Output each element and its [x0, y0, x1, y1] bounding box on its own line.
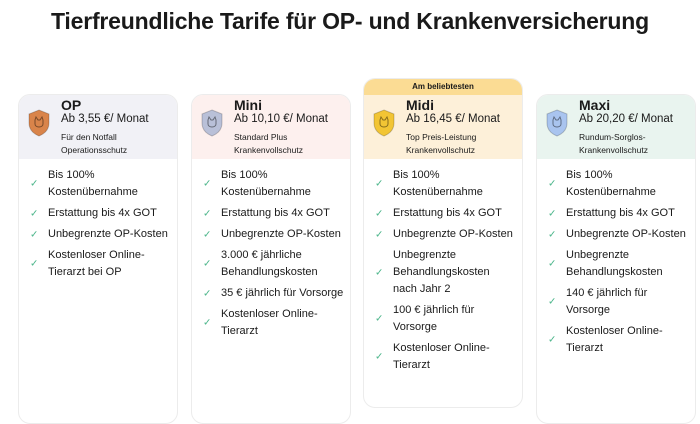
feature-item: ✓ Erstattung bis 4x GOT	[548, 205, 689, 222]
shield-cat-icon	[546, 109, 568, 137]
plan-description: Für den Notfall Operationsschutz	[61, 132, 128, 155]
feature-text: Bis 100% Kostenübernahme	[393, 169, 483, 198]
feature-text: Unbegrenzte OP-Kosten	[221, 228, 341, 240]
feature-item: ✓ Bis 100% Kostenübernahme	[548, 167, 689, 201]
check-icon: ✓	[548, 334, 557, 346]
plan-header: Maxi Ab 20,20 €/ Monat Rundum-Sorglos-Kr…	[537, 95, 695, 159]
plan-price: Ab 3,55 €/ Monat	[61, 113, 149, 125]
feature-item: ✓ Bis 100% Kostenübernahme	[203, 167, 344, 201]
plan-name: Midi	[406, 97, 434, 113]
feature-list: ✓ Bis 100% Kostenübernahme ✓ Erstattung bis…	[537, 159, 695, 357]
feature-text: 3.000 € jährliche Behandlungskosten	[221, 249, 318, 278]
check-icon: ✓	[203, 288, 212, 299]
plan-card-midi[interactable]: Am beliebtesten Midi Ab 16,45 €/ Monat T…	[363, 78, 523, 408]
feature-text: 100 € jährlich für Vorsorge	[393, 304, 475, 333]
plan-description: Standard Plus Krankenvollschutz	[234, 132, 303, 155]
feature-text: Erstattung bis 4x GOT	[48, 207, 157, 219]
check-icon: ✓	[375, 267, 384, 278]
plan-price: Ab 16,45 €/ Monat	[406, 113, 500, 125]
plan-name: Maxi	[579, 97, 611, 113]
feature-item: ✓ 35 € jährlich für Vorsorge	[203, 285, 344, 302]
shield-cat-icon	[28, 109, 50, 137]
feature-text: Unbegrenzte OP-Kosten	[48, 228, 168, 240]
shield-cat-icon	[373, 109, 395, 137]
check-icon: ✓	[375, 178, 384, 190]
check-icon: ✓	[548, 296, 557, 308]
feature-text: Bis 100% Kostenübernahme	[221, 169, 311, 198]
plan-description: Rundum-Sorglos-Krankenvollschutz	[579, 132, 648, 155]
plan-card-mini[interactable]: Mini Ab 10,10 €/ Monat Standard Plus Kra…	[191, 94, 351, 424]
feature-text: 140 € jährlich für Vorsorge	[566, 287, 648, 316]
feature-item: ✓ 140 € jährlich für Vorsorge	[548, 285, 689, 319]
check-icon: ✓	[548, 178, 557, 190]
feature-text: Erstattung bis 4x GOT	[221, 207, 330, 219]
popular-badge: Am beliebtesten	[364, 79, 522, 95]
feature-text: Kostenloser Online-Tierarzt	[221, 308, 318, 337]
check-icon: ✓	[548, 258, 557, 270]
feature-text: Kostenloser Online-Tierarzt	[566, 325, 663, 354]
feature-text: Unbegrenzte OP-Kosten	[393, 228, 513, 240]
feature-item: ✓ Kostenloser Online-Tierarzt	[203, 306, 344, 340]
check-icon: ✓	[375, 351, 384, 363]
check-icon: ✓	[203, 229, 212, 240]
feature-text: Unbegrenzte Behandlungskosten nach Jahr …	[393, 249, 490, 295]
check-icon: ✓	[375, 229, 384, 240]
feature-text: Bis 100% Kostenübernahme	[48, 169, 138, 198]
feature-item: ✓ Kostenloser Online-Tierarzt bei OP	[30, 247, 171, 281]
plan-price: Ab 20,20 €/ Monat	[579, 113, 673, 125]
plan-card-op[interactable]: OP Ab 3,55 €/ Monat Für den Notfall Oper…	[18, 94, 178, 424]
feature-item: ✓ Unbegrenzte Behandlungskosten nach Jahr…	[375, 247, 516, 298]
feature-item: ✓ Kostenloser Online-Tierarzt	[548, 323, 689, 357]
check-icon: ✓	[203, 208, 212, 219]
feature-text: Erstattung bis 4x GOT	[393, 207, 502, 219]
feature-item: ✓ Erstattung bis 4x GOT	[30, 205, 171, 222]
plan-card-maxi[interactable]: Maxi Ab 20,20 €/ Monat Rundum-Sorglos-Kr…	[536, 94, 696, 424]
check-icon: ✓	[203, 258, 212, 270]
feature-item: ✓ Unbegrenzte OP-Kosten	[375, 226, 516, 243]
check-icon: ✓	[30, 178, 39, 190]
feature-text: Erstattung bis 4x GOT	[566, 207, 675, 219]
check-icon: ✓	[30, 229, 39, 240]
feature-item: ✓ Unbegrenzte OP-Kosten	[548, 226, 689, 243]
plan-header: OP Ab 3,55 €/ Monat Für den Notfall Oper…	[19, 95, 177, 159]
feature-text: Unbegrenzte OP-Kosten	[566, 228, 686, 240]
check-icon: ✓	[203, 317, 212, 329]
feature-list: ✓ Bis 100% Kostenübernahme ✓ Erstattung bis…	[364, 159, 522, 374]
check-icon: ✓	[375, 313, 384, 325]
check-icon: ✓	[203, 178, 212, 190]
feature-text: Bis 100% Kostenübernahme	[566, 169, 656, 198]
plan-name: Mini	[234, 97, 262, 113]
check-icon: ✓	[30, 258, 39, 270]
plan-price: Ab 10,10 €/ Monat	[234, 113, 328, 125]
check-icon: ✓	[548, 208, 557, 219]
feature-item: ✓ Erstattung bis 4x GOT	[375, 205, 516, 222]
feature-item: ✓ Bis 100% Kostenübernahme	[30, 167, 171, 201]
feature-item: ✓ Unbegrenzte Behandlungskosten	[548, 247, 689, 281]
plan-header: Midi Ab 16,45 €/ Monat Top Preis-Leistun…	[364, 95, 522, 159]
feature-list: ✓ Bis 100% Kostenübernahme ✓ Erstattung bis…	[192, 159, 350, 340]
feature-item: ✓ 3.000 € jährliche Behandlungskosten	[203, 247, 344, 281]
check-icon: ✓	[548, 229, 557, 240]
feature-text: Kostenloser Online-Tierarzt	[393, 342, 490, 371]
check-icon: ✓	[375, 208, 384, 219]
feature-text: 35 € jährlich für Vorsorge	[221, 287, 344, 299]
plan-name: OP	[61, 97, 82, 113]
check-icon: ✓	[30, 208, 39, 219]
feature-item: ✓ Unbegrenzte OP-Kosten	[203, 226, 344, 243]
shield-cat-icon	[201, 109, 223, 137]
feature-item: ✓ Bis 100% Kostenübernahme	[375, 167, 516, 201]
feature-text: Unbegrenzte Behandlungskosten	[566, 249, 663, 278]
feature-item: ✓ Erstattung bis 4x GOT	[203, 205, 344, 222]
feature-text: Kostenloser Online-Tierarzt bei OP	[48, 249, 145, 278]
plan-description: Top Preis-Leistung Krankenvollschutz	[406, 132, 477, 155]
feature-item: ✓ Unbegrenzte OP-Kosten	[30, 226, 171, 243]
feature-list: ✓ Bis 100% Kostenübernahme ✓ Erstattung bis…	[19, 159, 177, 281]
page-title: Tierfreundliche Tarife für OP- und Krank…	[51, 8, 649, 34]
feature-item: ✓ Kostenloser Online-Tierarzt	[375, 340, 516, 374]
plan-header: Mini Ab 10,10 €/ Monat Standard Plus Kra…	[192, 95, 350, 159]
feature-item: ✓ 100 € jährlich für Vorsorge	[375, 302, 516, 336]
